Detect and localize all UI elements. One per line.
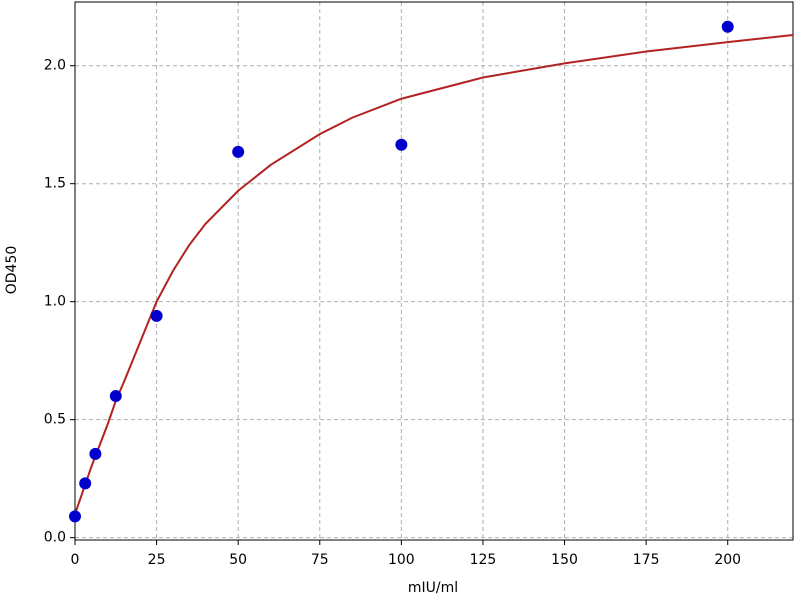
x-tick-label: 25 [148,552,166,568]
x-tick-label: 50 [229,552,247,568]
x-tick-label: 175 [633,552,660,568]
x-tick-label: 100 [388,552,415,568]
y-tick-label: 2.0 [44,58,66,74]
y-tick-label: 0.5 [44,412,66,428]
x-tick-label: 0 [71,552,80,568]
data-point [109,390,122,403]
data-point [721,20,734,33]
data-point [79,477,92,490]
fit-curve [74,34,794,515]
data-point [89,447,102,460]
data-point [395,138,408,151]
x-axis-label: mIU/ml [408,580,458,596]
data-point [150,309,163,322]
x-tick-label: 150 [551,552,578,568]
y-tick-label: 0.0 [44,530,66,546]
x-tick-label: 75 [311,552,329,568]
y-axis-label: OD450 [4,246,20,295]
plot-frame [74,1,794,541]
x-tick-label: 200 [714,552,741,568]
x-tick-label: 125 [470,552,497,568]
data-point [69,510,81,523]
data-point [232,145,245,158]
y-tick-label: 1.0 [44,294,66,310]
y-tick-label: 1.5 [44,176,66,192]
